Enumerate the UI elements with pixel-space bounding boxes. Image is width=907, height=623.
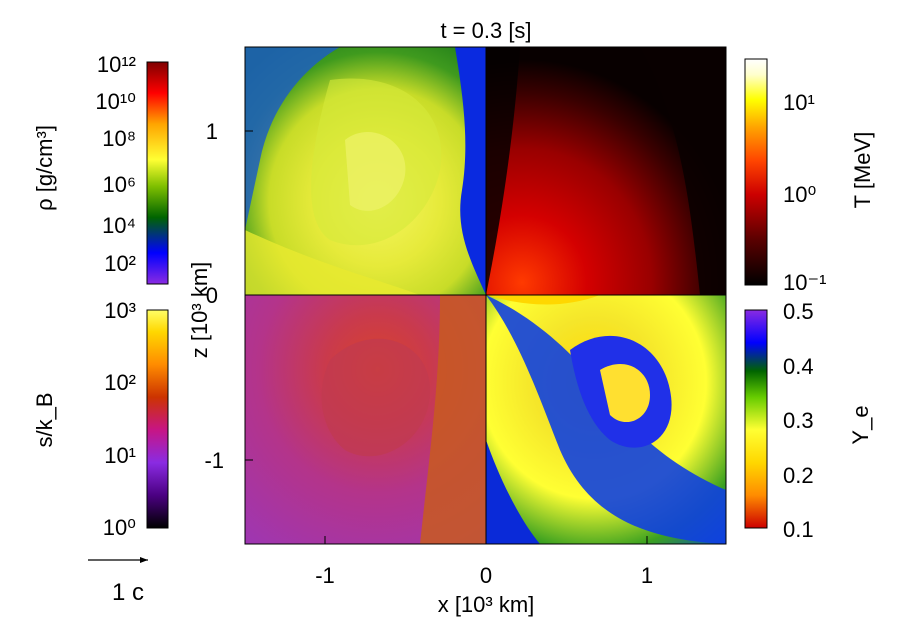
velocity-legend: 1 c — [88, 557, 148, 606]
colorbar-tick: 10¹ — [783, 90, 815, 115]
colorbar-tick: 10¹⁰ — [95, 89, 136, 114]
entropy-colorbar: 10³ 10² 10¹ 10⁰ s/k_B — [32, 298, 169, 540]
x-axis-label: x [10³ km] — [438, 592, 535, 617]
temperature-colorbar: 10¹ 10⁰ 10⁻¹ T [MeV] — [744, 58, 875, 295]
colorbar-tick: 10⁴ — [102, 213, 136, 238]
entropy-quadrant — [245, 295, 486, 544]
velocity-legend-label: 1 c — [112, 579, 144, 606]
y-tick-label: -1 — [204, 448, 224, 473]
density-quadrant — [245, 47, 486, 295]
colorbar-tick: 10² — [104, 370, 136, 395]
chart-title: t = 0.3 [s] — [440, 18, 531, 43]
colorbar-label: T [MeV] — [850, 132, 875, 209]
colorbar-tick: 0.3 — [783, 408, 814, 433]
colorbar-label: ρ [g/cm³] — [32, 125, 57, 211]
colorbar-label: s/k_B — [32, 392, 57, 447]
x-tick-label: -1 — [315, 563, 335, 588]
electron-fraction-quadrant — [486, 295, 726, 544]
y-axis-label: z [10³ km] — [187, 262, 212, 359]
colorbar-tick: 0.1 — [783, 517, 814, 542]
colorbar-label: Y_e — [848, 405, 873, 444]
colorbar-tick: 10⁻¹ — [783, 270, 826, 295]
y-tick-label: 1 — [206, 119, 218, 144]
colorbar-tick: 10⁸ — [102, 126, 136, 151]
colorbar-tick: 10⁶ — [102, 172, 136, 197]
colorbar-tick: 10³ — [104, 298, 136, 323]
colorbar-tick: 10⁰ — [103, 515, 136, 540]
colorbar-tick: 10² — [104, 251, 136, 276]
colorbar-tick: 10¹² — [97, 52, 136, 77]
plot-area — [245, 47, 726, 544]
x-tick-label: 0 — [480, 563, 492, 588]
y-tick-label: 0 — [206, 283, 218, 308]
colorbar-tick: 0.5 — [783, 299, 814, 324]
density-colorbar: 10¹² 10¹⁰ 10⁸ 10⁶ 10⁴ 10² ρ [g/cm³] — [32, 52, 169, 285]
x-axis: -1 0 1 x [10³ km] — [315, 536, 653, 617]
colorbar-tick: 10⁰ — [783, 182, 816, 207]
y-axis: 1 0 -1 z [10³ km] — [187, 119, 253, 473]
temperature-quadrant — [486, 47, 726, 295]
colorbar-tick: 10¹ — [104, 443, 136, 468]
colorbar-tick: 0.4 — [783, 354, 814, 379]
electron-fraction-colorbar: 0.5 0.4 0.3 0.2 0.1 Y_e — [744, 299, 873, 542]
colorbar-tick: 0.2 — [783, 463, 814, 488]
x-tick-label: 1 — [641, 563, 653, 588]
